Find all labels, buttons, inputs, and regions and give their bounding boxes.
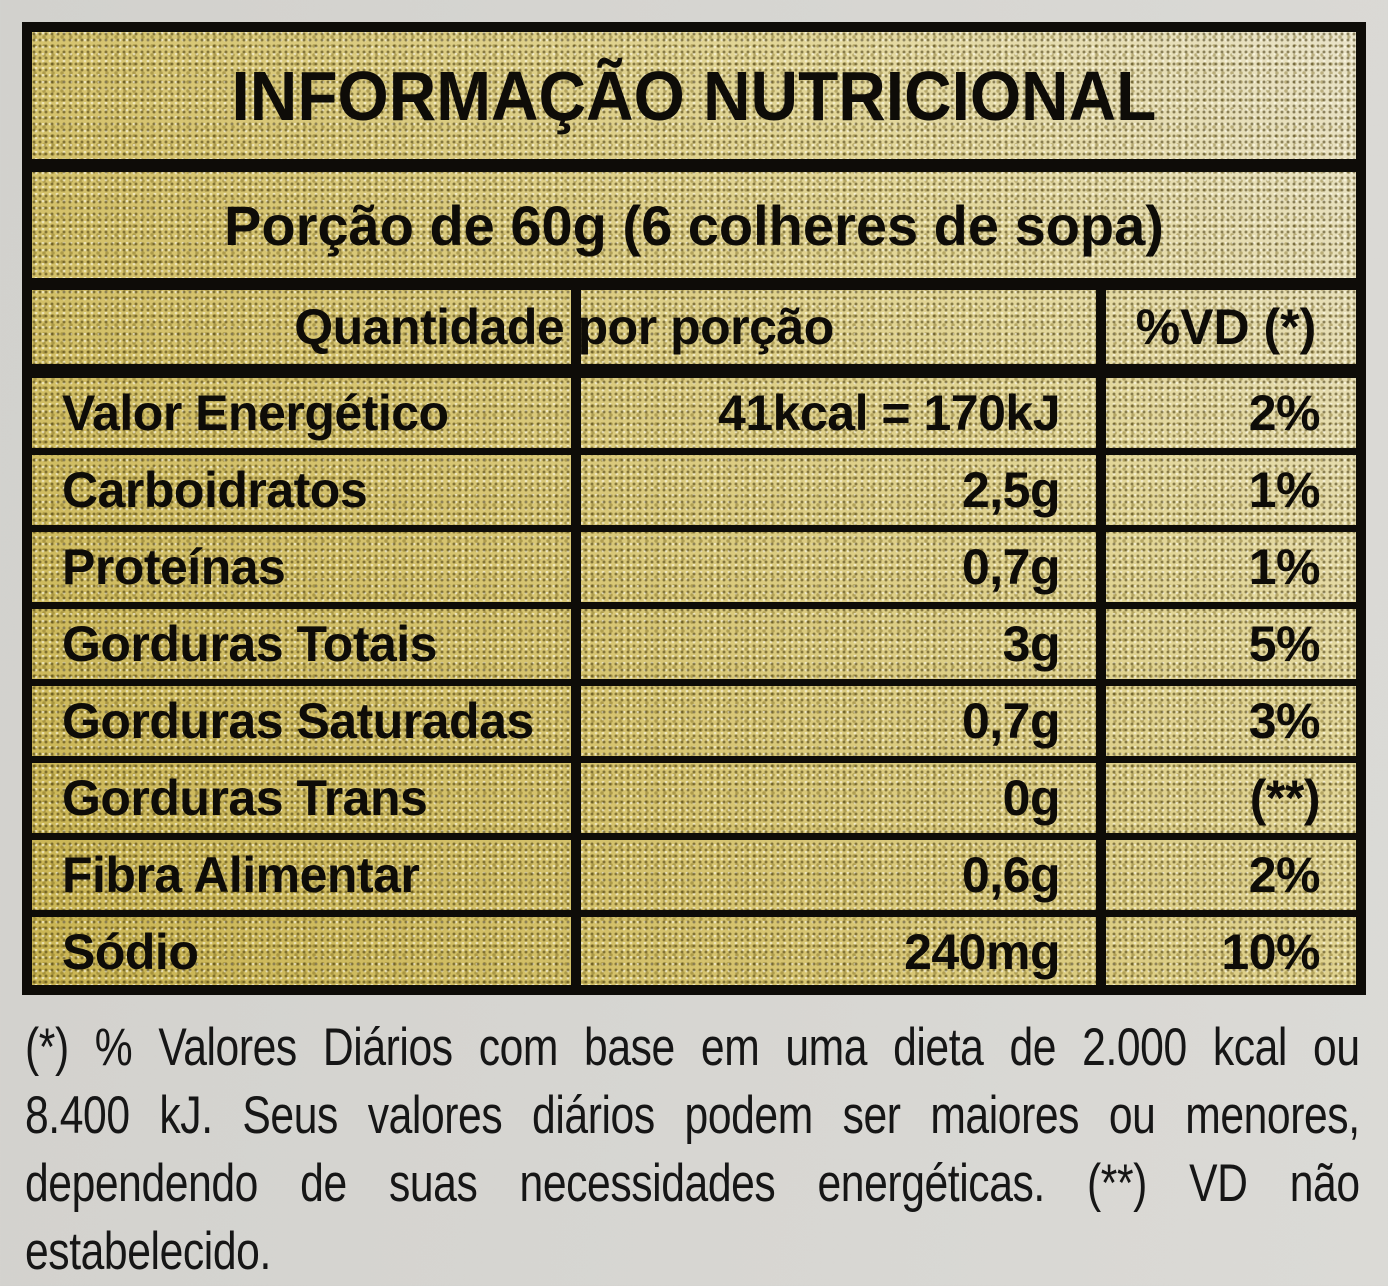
nutrient-amount: 0,6g: [961, 847, 1061, 903]
footnote-line: dependendo de suas necessidades energéti…: [25, 1154, 1360, 1213]
row-divider: [32, 679, 1356, 686]
row-divider: [32, 910, 1356, 917]
footnote-line: estabelecido.: [25, 1222, 271, 1281]
nutrient-amount: 0g: [1002, 770, 1061, 826]
label-title-row: INFORMAÇÃO NUTRICIONAL: [32, 32, 1356, 159]
nutrient-name: Gorduras Trans: [62, 770, 428, 826]
nutrient-amount: 240mg: [904, 924, 1060, 980]
nutrient-row-valor-energetico: Valor Energético 41kcal = 170kJ 2%: [32, 378, 1356, 448]
nutrient-row-carboidratos: Carboidratos 2,5g 1%: [32, 455, 1356, 525]
footnote-line: 8.400 kJ. Seus valores diários podem ser…: [25, 1086, 1360, 1145]
nutrient-dv: 3%: [1248, 693, 1321, 749]
nutrient-row-fibra-alimentar: Fibra Alimentar 0,6g 2%: [32, 840, 1356, 910]
nutrient-dv: 5%: [1248, 616, 1321, 672]
divider: [32, 159, 1356, 172]
nutrient-name: Carboidratos: [62, 462, 368, 518]
nutrient-row-gorduras-trans: Gorduras Trans 0g (**): [32, 763, 1356, 833]
nutrient-dv: 1%: [1248, 462, 1321, 518]
row-divider: [32, 525, 1356, 532]
nutrient-dv: 1%: [1248, 539, 1321, 595]
column-header-daily-value: %VD (*): [1135, 299, 1317, 355]
nutrition-table: Quantidade por porção %VD (*) Valor Ener…: [32, 290, 1356, 985]
nutrient-name: Gorduras Saturadas: [62, 693, 534, 749]
nutrient-row-proteinas: Proteínas 0,7g 1%: [32, 532, 1356, 602]
serving-size-row: Porção de 60g (6 colheres de sopa): [32, 172, 1356, 278]
nutrient-name: Sódio: [62, 924, 199, 980]
serving-size: Porção de 60g (6 colheres de sopa): [224, 193, 1164, 257]
nutrient-amount: 3g: [1002, 616, 1061, 672]
daily-value-footnote: (*) % Valores Diários com base em uma di…: [25, 1014, 1360, 1286]
nutrient-dv: (**): [1249, 770, 1321, 826]
nutrient-dv: 2%: [1248, 847, 1321, 903]
footnote-line: (*) % Valores Diários com base em uma di…: [25, 1018, 1360, 1077]
nutrient-row-sodio: Sódio 240mg 10%: [32, 917, 1356, 985]
row-divider: [32, 448, 1356, 455]
nutrition-label: INFORMAÇÃO NUTRICIONAL Porção de 60g (6 …: [22, 22, 1366, 995]
nutrient-dv: 10%: [1221, 924, 1320, 980]
row-divider: [32, 833, 1356, 840]
table-header-row: Quantidade por porção %VD (*): [32, 290, 1356, 364]
column-divider: [571, 290, 581, 985]
nutrient-row-gorduras-totais: Gorduras Totais 3g 5%: [32, 609, 1356, 679]
nutrient-amount: 0,7g: [961, 693, 1061, 749]
nutrient-name: Gorduras Totais: [62, 616, 437, 672]
label-title: INFORMAÇÃO NUTRICIONAL: [231, 56, 1157, 135]
nutrient-amount: 0,7g: [961, 539, 1061, 595]
row-divider: [32, 602, 1356, 609]
column-divider: [1096, 290, 1106, 985]
nutrient-amount: 2,5g: [961, 462, 1061, 518]
divider: [32, 364, 1356, 378]
nutrient-amount: 41kcal = 170kJ: [718, 385, 1060, 441]
nutrient-row-gorduras-saturadas: Gorduras Saturadas 0,7g 3%: [32, 686, 1356, 756]
column-header-quantity: Quantidade por porção: [294, 299, 834, 355]
row-divider: [32, 756, 1356, 763]
nutrient-name: Valor Energético: [62, 385, 449, 441]
nutrient-dv: 2%: [1248, 385, 1321, 441]
divider: [32, 278, 1356, 290]
nutrient-name: Fibra Alimentar: [62, 847, 420, 903]
nutrient-name: Proteínas: [62, 539, 286, 595]
